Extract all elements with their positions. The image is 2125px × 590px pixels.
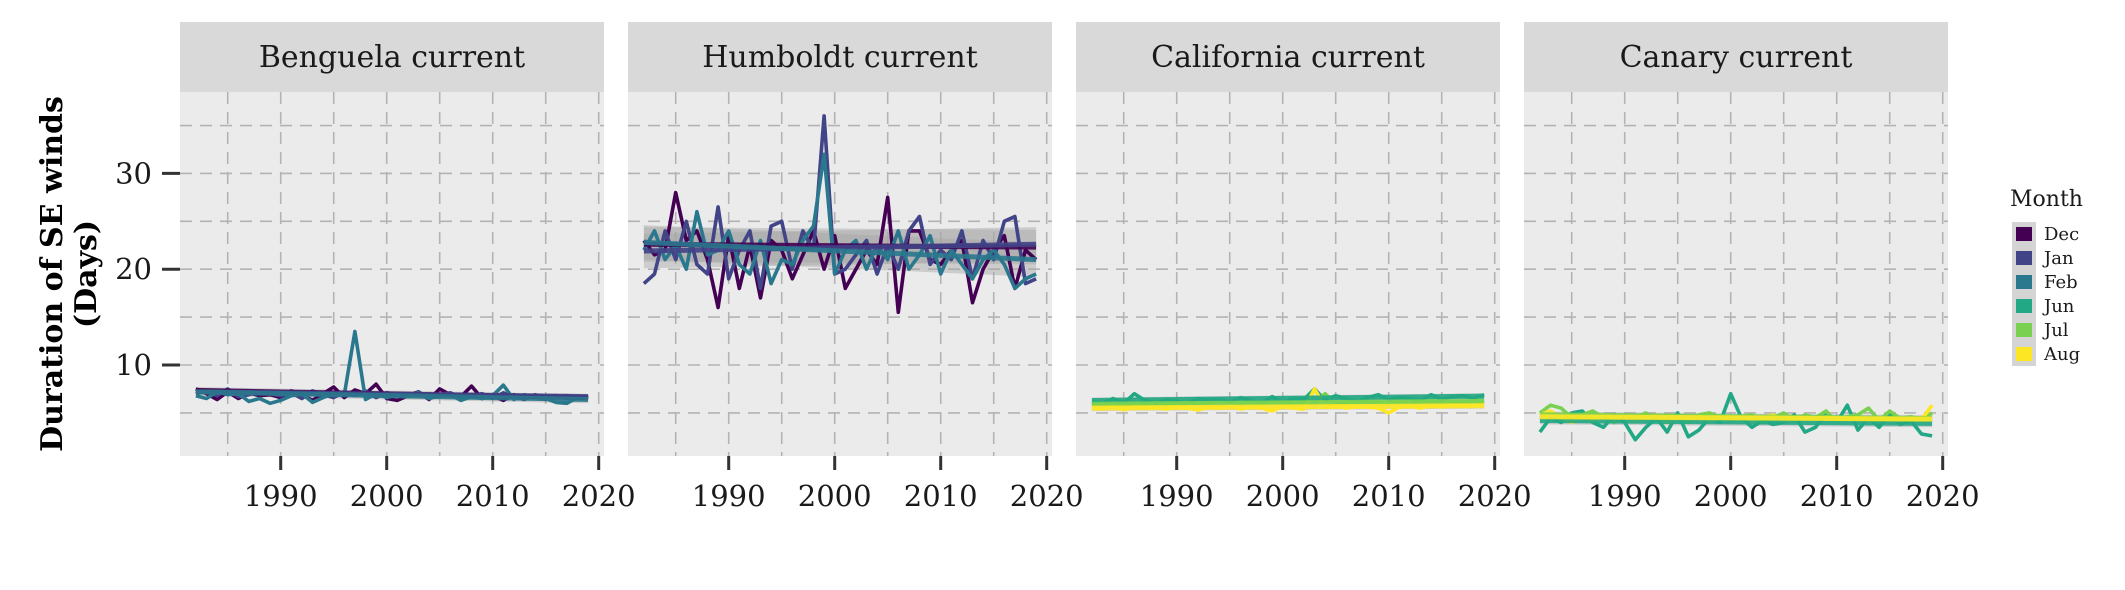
panel-title: California current [1151,40,1425,75]
legend: Month Dec Jan Feb Jun Jul Aug [2010,187,2083,366]
panel-background [1524,92,1948,456]
panel-strip [180,22,604,92]
panel-title: Humboldt current [702,40,978,75]
trend-line-jun [1539,418,1933,426]
trend-line-feb [195,389,589,402]
trend-line-jan [643,241,1037,254]
legend-label: Jul [2042,320,2069,341]
trend-line-jul [1091,398,1485,407]
x-tick-label: 1990 [692,479,766,513]
x-tick-label: 2000 [1694,479,1768,513]
x-tick-label: 2010 [904,479,978,513]
x-tick-label: 2020 [1458,479,1532,513]
legend-item-jan: Jan [2012,246,2074,270]
legend-key-swatch [2016,227,2032,241]
x-tick-label: 2000 [798,479,872,513]
legend-key-swatch [2016,299,2032,313]
legend-key-swatch [2016,323,2032,337]
y-axis-label-line: Duration of SE winds [35,96,70,452]
legend-key-swatch [2016,347,2032,361]
panel-strip [628,22,1052,92]
panel-title: Canary current [1620,40,1853,75]
chart-panels: Benguela current 1990 2000 2010 2020 10 20 30 Hu… [115,22,1980,513]
x-tick-label: 2020 [1010,479,1084,513]
legend-key-swatch [2016,251,2032,265]
x-tick-label: 1990 [1588,479,1662,513]
panel-california-current: California current 1990 2000 2010 2020 [1076,22,1532,513]
y-axis-label-line: (Days) [69,220,104,328]
trend-line-aug [1539,414,1933,422]
legend-item-jun: Jun [2012,294,2075,318]
x-tick-label: 1990 [244,479,318,513]
x-tick-label: 2000 [350,479,424,513]
legend-label: Dec [2044,224,2079,245]
x-tick-label: 2010 [1800,479,1874,513]
legend-label: Aug [2043,344,2080,365]
series-line-jan [642,114,1037,291]
panel-title: Benguela current [259,40,525,75]
panel-benguela-current: Benguela current 1990 2000 2010 2020 10 20 30 [115,22,636,513]
legend-label: Feb [2044,272,2078,293]
legend-item-dec: Dec [2012,222,2079,246]
x-tick-label: 2010 [1352,479,1426,513]
legend-label: Jan [2042,248,2074,269]
panel-canary-current: Canary current 1990 2000 2010 2020 [1524,22,1980,513]
x-tick-label: 2010 [456,479,530,513]
legend-label: Jun [2042,296,2075,317]
legend-item-feb: Feb [2012,270,2078,294]
x-tick-label: 2020 [562,479,636,513]
y-axis-label: Duration of SE winds(Days) [35,96,104,452]
y-tick-label: 20 [115,252,152,286]
y-tick-label: 30 [115,156,152,190]
trend-line-feb [643,239,1037,263]
legend-item-jul: Jul [2012,318,2069,342]
x-tick-label: 2020 [1906,479,1980,513]
trend-line-jun [1091,393,1485,403]
panel-humboldt-current: Humboldt current 1990 2000 2010 2020 [628,22,1084,513]
x-tick-label: 1990 [1140,479,1214,513]
legend-title: Month [2010,187,2083,212]
panel-strip [1524,22,1948,92]
legend-key-swatch [2016,275,2032,289]
series-line-feb [642,152,1037,291]
x-tick-label: 2000 [1246,479,1320,513]
trend-line-aug [1091,403,1485,411]
panel-strip [1076,22,1500,92]
legend-item-aug: Aug [2012,342,2080,366]
y-tick-label: 10 [115,348,152,382]
